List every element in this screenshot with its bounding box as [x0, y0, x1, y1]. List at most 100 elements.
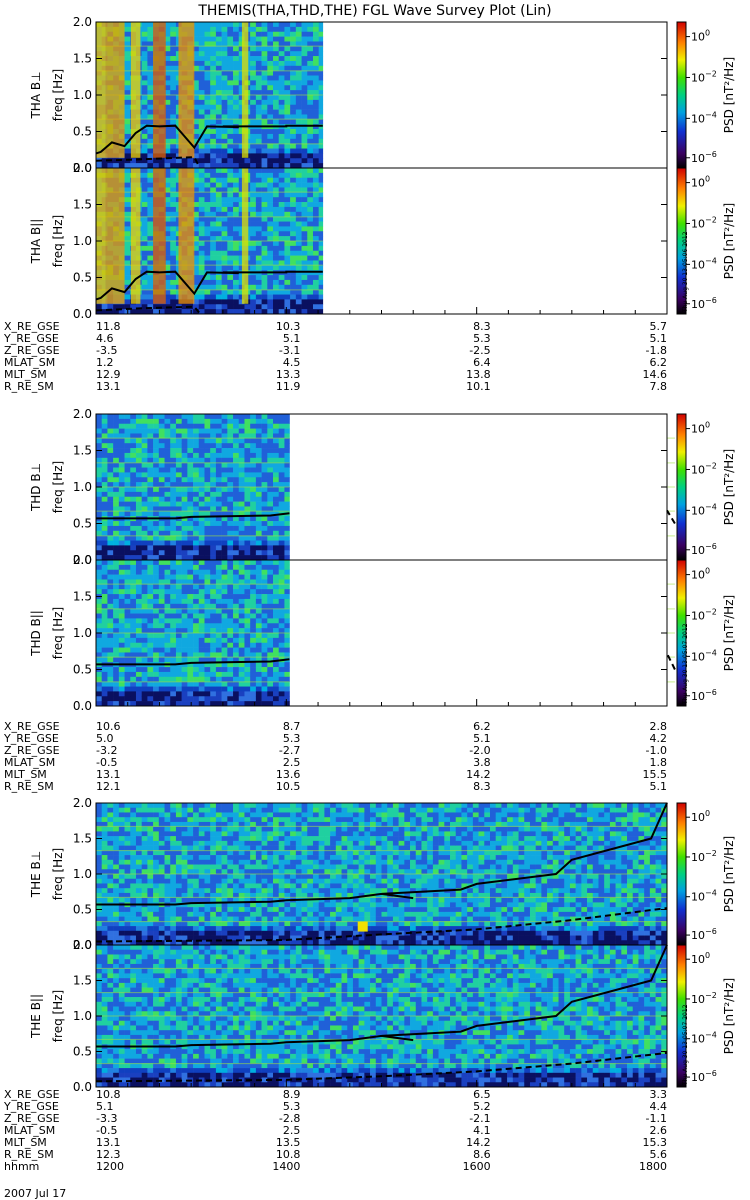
- ephemeris-label: R_RE_SM: [4, 380, 54, 393]
- ephemeris-value: 13.1: [96, 1136, 121, 1149]
- colorbar-scale: [676, 559, 687, 707]
- colorbar-scale: [676, 413, 687, 561]
- colorbar-tick-label: 10−6: [691, 150, 717, 165]
- panel-name: THA B⊥: [29, 71, 43, 119]
- y-tick-label: 1.0: [73, 1009, 92, 1023]
- colorbar-tick-label: 100: [691, 421, 710, 436]
- spectrogram-region: [667, 437, 675, 537]
- ephemeris-value: 5.3: [473, 332, 491, 345]
- ephemeris-value: -3.2: [96, 744, 117, 757]
- y-tick-label: 0.5: [73, 517, 92, 531]
- ephemeris-label: X_RE_GSE: [4, 720, 60, 733]
- ephemeris-value: 4.2: [650, 732, 668, 745]
- ephemeris-value: 5.1: [650, 780, 668, 793]
- y-tick-label: 1.0: [73, 88, 92, 102]
- colorbar: 100 10−2 10−4 10−6 PSD [nT²/Hz] Thu Aug 30 13…: [676, 944, 736, 1088]
- ephemeris-table: X_RE_GSE 10.8 8.9 6.5 3.3 Y_RE_GSE 5.1 5.3 5.2 4.…: [3, 1088, 667, 1173]
- y-axis-label: freq [Hz]: [51, 215, 65, 267]
- colorbar-tick-label: 10−4: [691, 1031, 717, 1046]
- colorbar-label: PSD [nT²/Hz]: [722, 57, 736, 133]
- ephemeris-value: 12.9: [96, 368, 121, 381]
- ephemeris-value: 12.3: [96, 1148, 121, 1161]
- ephemeris-label: MLAT_SM: [4, 1124, 55, 1137]
- timestamp-stamp: Thu Aug 30 13:05:07 2012: [682, 1004, 689, 1086]
- broadband-burst: [105, 22, 125, 158]
- ephemeris-label: R_RE_SM: [4, 780, 54, 793]
- ephemeris-value: 13.3: [276, 368, 301, 381]
- ephemeris-value: -2.5: [469, 344, 490, 357]
- colorbar: 100 10−2 10−4 10−6 PSD [nT²/Hz] Thu Aug 30 13…: [676, 167, 736, 315]
- broadband-burst: [153, 22, 166, 158]
- fce-line: [95, 270, 323, 301]
- y-tick-label: 0.0: [73, 307, 92, 321]
- colorbar-label: PSD [nT²/Hz]: [722, 595, 736, 671]
- colorbar-tick-label: 100: [691, 951, 710, 966]
- ephemeris-value: 5.2: [473, 1100, 491, 1113]
- ephemeris-label: Z_RE_GSE: [4, 1112, 60, 1125]
- colorbar-tick-label: 10−6: [691, 542, 717, 557]
- ephemeris-value: 10.8: [96, 1088, 121, 1101]
- y-tick-label: 1.5: [73, 974, 92, 988]
- ephemeris-value: 6.2: [473, 720, 491, 733]
- y-tick-label: 1.5: [73, 198, 92, 212]
- half-fce-line: [95, 1051, 668, 1083]
- colorbar: 100 10−2 10−4 10−6 PSD [nT²/Hz]: [676, 802, 736, 946]
- ephemeris-value: 5.1: [96, 1100, 114, 1113]
- y-tick-label: 0.5: [73, 1045, 92, 1059]
- y-tick-label: 1.5: [73, 832, 92, 846]
- ephemeris-value: 2.5: [283, 756, 301, 769]
- ephemeris-table: X_RE_GSE 10.6 8.7 6.2 2.8 Y_RE_GSE 5.0 5.3 5.1 4.…: [3, 720, 667, 793]
- colorbar: 100 10−2 10−4 10−6 PSD [nT²/Hz]: [676, 413, 736, 561]
- ephemeris-value: 5.1: [473, 732, 491, 745]
- y-tick-label: 0.5: [73, 125, 92, 139]
- ephemeris-value: 5.3: [283, 732, 301, 745]
- ephemeris-value: 5.3: [283, 1100, 301, 1113]
- y-tick-label: 2.0: [73, 553, 92, 567]
- ephemeris-value: 13.1: [96, 380, 121, 393]
- ephemeris-value: 5.0: [96, 732, 114, 745]
- colorbar-scale: [676, 802, 687, 946]
- colorbar-tick-label: 10−6: [691, 927, 717, 942]
- ephemeris-value: -2.8: [279, 1112, 300, 1125]
- x-ticks: [95, 699, 668, 706]
- colorbar-tick-label: 10−4: [691, 502, 717, 517]
- ephemeris-label: MLT_SM: [4, 1136, 47, 1149]
- ephemeris-value: 14.2: [466, 1136, 491, 1149]
- colorbar-tick-label: 10−6: [691, 296, 717, 311]
- colorbar-label: PSD [nT²/Hz]: [722, 978, 736, 1054]
- panel-thdb: 0.0 0.5 1.0 1.5 2.0 freq [Hz] THD B⊥ 100 10−2 10−…: [29, 407, 736, 567]
- fce-line: [96, 658, 290, 666]
- ephemeris-label: Y_RE_GSE: [3, 332, 59, 345]
- ephemeris-value: 13.8: [466, 368, 491, 381]
- footer-date: 2007 Jul 17: [4, 1187, 66, 1200]
- ephemeris-label: R_RE_SM: [4, 1148, 54, 1161]
- ephemeris-value: 3.3: [650, 1088, 668, 1101]
- ephemeris-value: 15.3: [643, 1136, 668, 1149]
- ephemeris-value: 4.6: [96, 332, 114, 345]
- x-ticks: [95, 307, 668, 314]
- ephemeris-value: 6.4: [473, 356, 491, 369]
- ephemeris-value: 13.6: [276, 768, 301, 781]
- panel-name: THE B||: [29, 994, 43, 1039]
- colorbar-tick-label: 10−4: [691, 648, 717, 663]
- panel-theb: 0.0 0.5 1.0 1.5 2.0 freq [Hz] THE B⊥ 100 10−2 10−…: [29, 796, 736, 952]
- ephemeris-value: 3.8: [473, 756, 491, 769]
- y-axis-label: freq [Hz]: [51, 848, 65, 900]
- time-tick-label: 1600: [463, 1160, 491, 1173]
- spectrogram-region: [96, 945, 668, 1088]
- y-tick-label: 0.5: [73, 663, 92, 677]
- fce-line: [96, 512, 290, 520]
- colorbar-label: PSD [nT²/Hz]: [722, 203, 736, 279]
- ephemeris-value: 13.5: [276, 1136, 301, 1149]
- ephemeris-label: Y_RE_GSE: [3, 732, 59, 745]
- y-tick-label: 2.0: [73, 15, 92, 29]
- broadband-burst: [241, 168, 249, 304]
- y-tick-label: 1.0: [73, 480, 92, 494]
- ephemeris-value: -1.1: [646, 1112, 667, 1125]
- spectrogram-region: [96, 22, 324, 169]
- ephemeris-value: -2.7: [279, 744, 300, 757]
- broadband-burst: [105, 168, 125, 304]
